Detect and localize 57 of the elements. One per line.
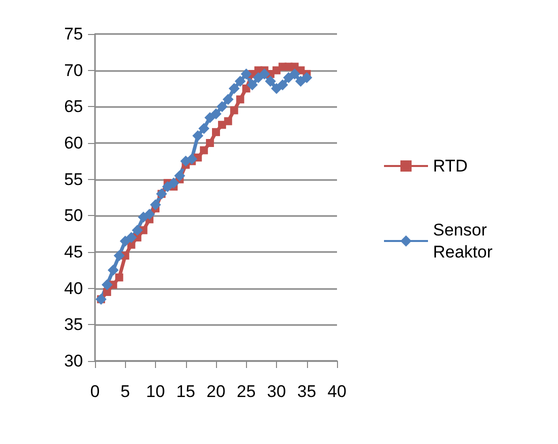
point <box>236 95 244 104</box>
point <box>174 170 186 182</box>
y-tick-label: 60 <box>64 134 83 152</box>
point <box>108 264 119 276</box>
point <box>234 76 246 87</box>
x-tick-label: 40 <box>328 382 346 401</box>
x-tick-label: 30 <box>267 382 286 401</box>
point <box>192 130 204 142</box>
x-tick-label: 0 <box>90 382 100 401</box>
x-tick-label: 15 <box>176 382 196 401</box>
point <box>230 106 238 114</box>
point <box>115 273 124 282</box>
y-tick-label: 75 <box>64 24 83 44</box>
point <box>186 153 198 164</box>
point <box>210 108 222 120</box>
x-tick-label: 5 <box>120 382 130 401</box>
point <box>258 68 270 80</box>
point <box>228 83 240 94</box>
point <box>224 117 232 126</box>
point <box>150 199 161 210</box>
point <box>206 139 214 147</box>
x-tick-label: 35 <box>297 382 316 401</box>
point <box>126 232 137 243</box>
x-tick-label: 10 <box>146 382 165 401</box>
y-tick-label: 35 <box>64 315 83 334</box>
y-tick-label: 40 <box>64 278 83 298</box>
point <box>283 72 294 84</box>
point <box>216 101 228 112</box>
y-tick-label: 30 <box>64 352 83 370</box>
point <box>246 79 258 90</box>
point <box>102 279 113 290</box>
point <box>277 79 288 90</box>
y-tick-label: 65 <box>64 97 83 116</box>
point <box>301 72 312 84</box>
point <box>162 181 174 192</box>
legend-label: RTD <box>433 156 468 176</box>
x-tick-label: 25 <box>236 382 256 401</box>
point <box>132 224 143 236</box>
x-tick-label: 20 <box>206 382 226 401</box>
point <box>240 68 252 80</box>
point <box>200 146 208 154</box>
point <box>264 76 276 87</box>
point <box>144 208 155 220</box>
legend-label: Sensor Reaktor <box>433 220 493 262</box>
y-tick-label: 45 <box>64 242 83 262</box>
y-tick-label: 70 <box>64 60 83 80</box>
point <box>204 112 216 124</box>
point <box>295 76 306 87</box>
y-tick-label: 55 <box>64 170 83 189</box>
point <box>114 250 125 262</box>
point <box>103 288 112 296</box>
point <box>212 128 220 136</box>
point <box>222 94 234 105</box>
point <box>168 177 180 188</box>
y-tick-label: 50 <box>64 206 83 226</box>
point <box>289 68 300 80</box>
point <box>198 122 210 134</box>
